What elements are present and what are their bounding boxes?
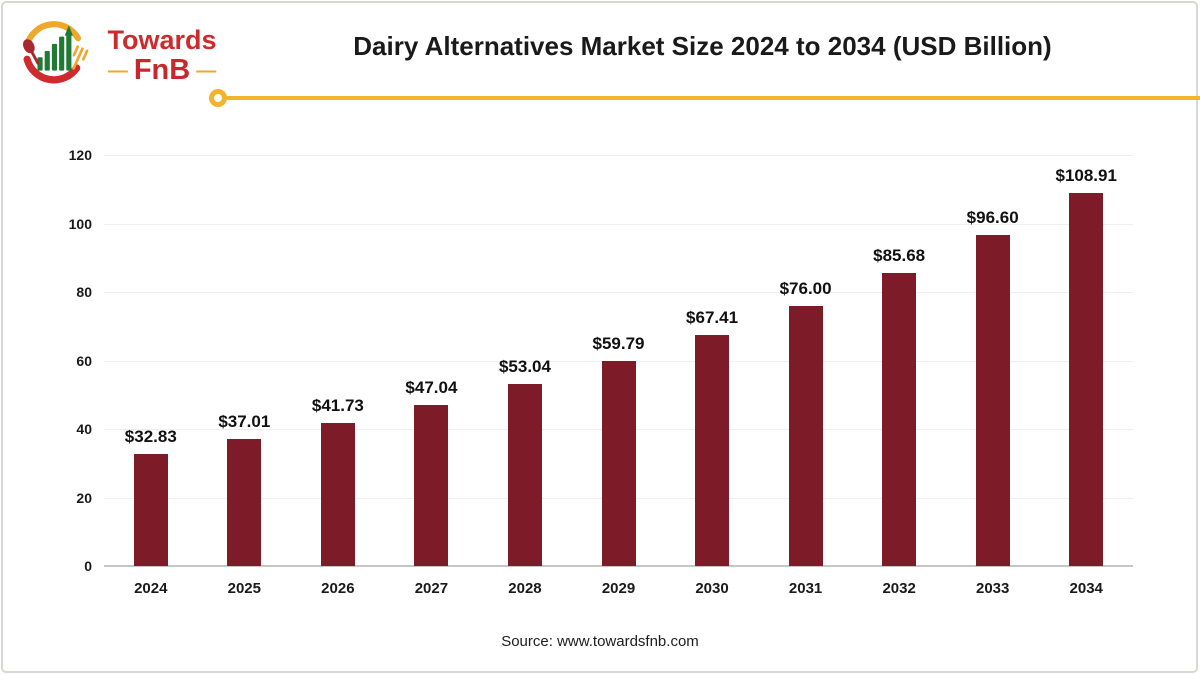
y-tick-label: 20 bbox=[76, 489, 92, 506]
bar-2031 bbox=[788, 305, 823, 566]
bar-value-label-2029: $59.79 bbox=[592, 334, 645, 354]
bar-2027 bbox=[414, 404, 449, 566]
bar-value-label-2030: $67.41 bbox=[686, 308, 739, 328]
bar-value-label-2032: $85.68 bbox=[873, 245, 926, 265]
y-tick-label: 0 bbox=[84, 558, 92, 574]
gridline bbox=[104, 292, 1133, 293]
logo-wordmark-towards: Towards bbox=[107, 25, 217, 55]
x-tick-label-2032: 2032 bbox=[882, 580, 916, 597]
logo-dash-right: — bbox=[196, 60, 217, 82]
bar-value-label-2028: $53.04 bbox=[498, 357, 551, 377]
bar-value-label-2033: $96.60 bbox=[966, 208, 1019, 228]
bar-2032 bbox=[882, 272, 917, 566]
x-tick-label-2030: 2030 bbox=[695, 580, 729, 597]
gridline bbox=[104, 360, 1133, 362]
x-tick-label-2027: 2027 bbox=[414, 580, 449, 597]
x-axis-labels: 2024 2025 2026 2027 2028 2029 2030 2031 2032 2033… bbox=[104, 579, 1133, 601]
bar-2024 bbox=[133, 453, 168, 566]
x-tick-label-2028: 2028 bbox=[508, 580, 542, 597]
y-tick-label: 60 bbox=[76, 352, 92, 369]
x-tick-label-2026: 2026 bbox=[321, 580, 355, 597]
x-tick-label-2025: 2025 bbox=[227, 580, 261, 597]
bar-2030 bbox=[695, 335, 730, 566]
bar-value-label-2031: $76.00 bbox=[779, 278, 832, 298]
divider-line bbox=[226, 96, 1200, 100]
bar-value-label-2025: $37.01 bbox=[218, 412, 271, 432]
bar-2026 bbox=[320, 423, 355, 566]
bar-2025 bbox=[227, 439, 262, 566]
x-tick-label-2029: 2029 bbox=[601, 580, 636, 597]
divider-ring-icon bbox=[209, 89, 227, 107]
towardsfnb-logo: Towards — FnB — bbox=[18, 12, 218, 92]
gridline bbox=[104, 223, 1133, 225]
logo-wordmark-fnb: FnB bbox=[133, 54, 191, 86]
bar-value-label-2026: $41.73 bbox=[311, 396, 364, 416]
y-tick-label: 100 bbox=[68, 215, 92, 232]
logo-dash-left: — bbox=[107, 60, 128, 82]
towardsfnb-logo-icon bbox=[22, 21, 89, 84]
x-tick-label-2031: 2031 bbox=[788, 580, 823, 597]
plot-area: $32.83 $37.01 $41.73 $47.04 $53.04 $59.79 $67.… bbox=[104, 155, 1133, 567]
y-axis-labels: 0 20 40 60 80 100 120 bbox=[40, 147, 92, 574]
x-axis-line bbox=[104, 565, 1133, 567]
y-tick-label: 120 bbox=[68, 147, 92, 163]
page-title: Dairy Alternatives Market Size 2024 to 2… bbox=[353, 31, 1052, 61]
x-tick-label-2024: 2024 bbox=[134, 580, 168, 597]
bar-2033 bbox=[975, 235, 1010, 566]
y-tick-label: 40 bbox=[76, 421, 92, 437]
x-tick-label-2033: 2033 bbox=[975, 580, 1010, 597]
bar-value-label-2024: $32.83 bbox=[124, 426, 177, 446]
source-text: Source: www.towardsfnb.com bbox=[501, 633, 699, 650]
bar-2028 bbox=[507, 384, 542, 566]
gridline bbox=[104, 155, 1133, 156]
bar-2034 bbox=[1069, 192, 1104, 566]
y-tick-label: 80 bbox=[76, 284, 92, 300]
bar-value-label-2034: $108.91 bbox=[1055, 165, 1117, 185]
bar-2029 bbox=[601, 361, 636, 566]
bar-value-label-2027: $47.04 bbox=[405, 377, 458, 397]
x-tick-label-2034: 2034 bbox=[1069, 580, 1103, 597]
